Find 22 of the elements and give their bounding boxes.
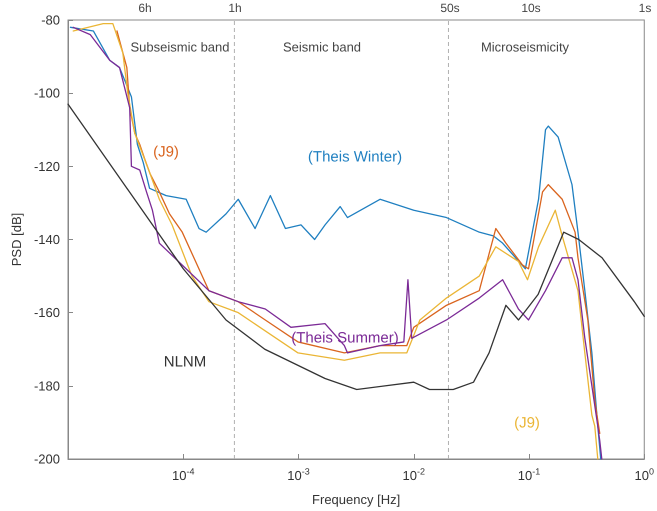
- text: 1h: [228, 1, 242, 15]
- annotation: Seismic band: [282, 40, 362, 54]
- annotation: (J9): [153, 144, 179, 160]
- text: 50s: [440, 1, 460, 15]
- y-tick-label: -140: [34, 232, 60, 247]
- annotation: Microseismicity: [480, 40, 570, 54]
- y-tick-label: -180: [34, 378, 60, 394]
- annotation: (Theis Summer): [291, 330, 399, 346]
- y-tick-label: -200: [34, 452, 60, 466]
- y-tick-label: -160: [34, 305, 60, 320]
- y-tick-label: -80: [41, 12, 60, 28]
- annotation: NLNM: [164, 354, 206, 370]
- text: 10s: [521, 1, 541, 15]
- annotation: (J9): [514, 414, 540, 432]
- annotation: (Theis Winter): [308, 148, 402, 166]
- text: 6h: [138, 1, 152, 15]
- y-tick-label: -100: [34, 86, 60, 101]
- x-axis-title: Frequency [Hz]: [312, 492, 400, 507]
- y-tick-label: -120: [34, 158, 60, 174]
- annotation: Subseismic band: [130, 40, 230, 54]
- text: 1s: [638, 1, 652, 15]
- y-axis-title: PSD [dB]: [9, 212, 24, 266]
